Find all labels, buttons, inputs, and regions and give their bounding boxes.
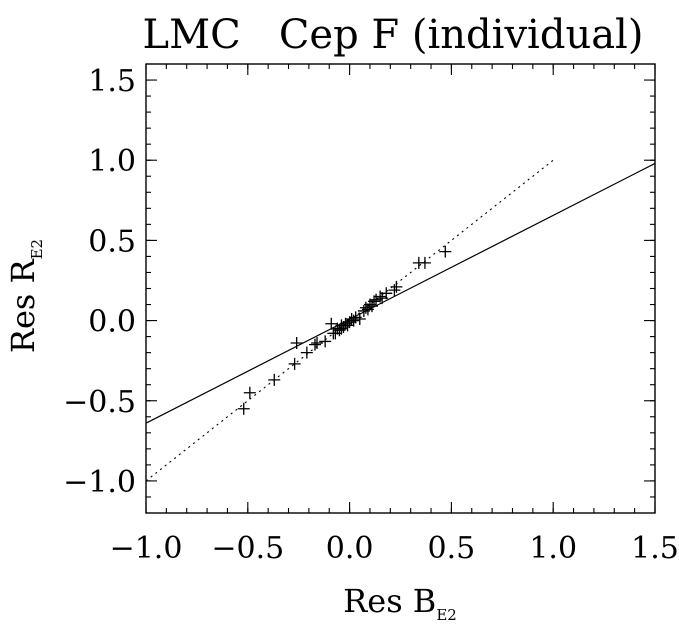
x-tick-label: −0.5	[211, 531, 284, 566]
data-point	[390, 280, 403, 293]
data-point	[237, 402, 250, 415]
data-point	[341, 319, 354, 332]
x-tick-label: 0.5	[428, 531, 476, 566]
y-tick-label: 0.5	[88, 224, 136, 259]
data-point	[319, 335, 332, 348]
y-axis-title-main: Res R	[4, 258, 42, 353]
data-point	[325, 317, 338, 330]
data-point	[311, 337, 324, 350]
data-point	[365, 300, 378, 313]
data-point	[388, 284, 401, 297]
y-tick-label: 1.5	[88, 64, 136, 99]
x-tick-label: −1.0	[110, 531, 183, 566]
x-tick-label: 0.0	[326, 531, 374, 566]
line-layer	[145, 159, 656, 482]
data-point	[308, 338, 321, 351]
data-point	[288, 357, 301, 370]
x-axis-title: Res BE2	[343, 582, 457, 624]
data-point	[243, 386, 256, 399]
y-tick-label: −1.0	[63, 465, 136, 500]
axis-ticks	[145, 64, 656, 513]
axis-tick-labels: −1.0 −0.5 0.0 0.5 1.0 1.5 −1.0 −0.5 0.0 0.5 1.0 1.5	[63, 64, 679, 566]
chart-title: LMC Cep F (individual)	[143, 12, 644, 58]
data-points	[237, 245, 452, 415]
data-point	[268, 373, 281, 386]
data-point	[290, 337, 303, 350]
x-axis-title-main: Res B	[343, 582, 436, 620]
data-point	[353, 312, 366, 325]
data-point	[380, 287, 393, 300]
data-point	[439, 245, 452, 258]
data-point	[300, 346, 313, 359]
x-axis-title-subscript: E2	[436, 606, 457, 624]
data-point	[368, 295, 381, 308]
plot-frame	[145, 63, 656, 514]
y-axis-title-subscript: E2	[28, 239, 46, 260]
x-tick-label: 1.0	[529, 531, 577, 566]
y-axis-title: Res RE2	[4, 239, 46, 353]
data-point	[418, 256, 431, 269]
y-tick-label: 0.0	[88, 305, 136, 340]
fit-solid-line	[145, 162, 656, 424]
data-point	[347, 314, 360, 327]
data-point	[374, 290, 387, 303]
y-tick-label: 1.0	[88, 144, 136, 179]
y-tick-label: −0.5	[63, 385, 136, 420]
x-tick-label: 1.5	[631, 531, 679, 566]
